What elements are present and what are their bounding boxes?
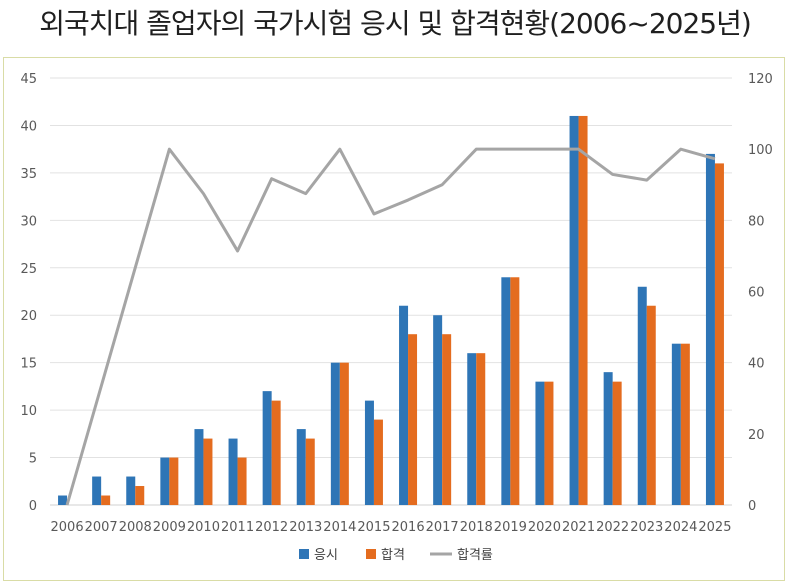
legend-label: 합격률 bbox=[457, 548, 493, 563]
bar-응시-2016 bbox=[399, 305, 409, 505]
bar-합격-2007 bbox=[101, 495, 111, 505]
bar-응시-2006 bbox=[58, 495, 68, 505]
bar-합격-2012 bbox=[271, 400, 281, 505]
bar-응시-2011 bbox=[228, 438, 238, 505]
x-tick-label: 2011 bbox=[221, 520, 254, 535]
y-right-tick-label: 80 bbox=[748, 214, 765, 229]
y-right-tick-label: 20 bbox=[748, 428, 765, 443]
y-right-tick-label: 100 bbox=[748, 143, 773, 158]
bar-응시-2020 bbox=[535, 381, 545, 505]
x-tick-label: 2016 bbox=[392, 520, 425, 535]
x-tick-label: 2012 bbox=[255, 520, 288, 535]
bar-합격-2014 bbox=[339, 362, 349, 505]
bar-응시-2023 bbox=[637, 286, 647, 505]
bar-합격-2021 bbox=[578, 115, 588, 505]
bar-합격-2010 bbox=[203, 438, 213, 505]
x-tick-label: 2008 bbox=[119, 520, 152, 535]
x-tick-label: 2013 bbox=[289, 520, 322, 535]
x-tick-label: 2010 bbox=[187, 520, 220, 535]
x-tick-label: 2017 bbox=[426, 520, 459, 535]
bar-합격-2024 bbox=[680, 343, 690, 505]
x-tick-label: 2023 bbox=[630, 520, 663, 535]
bar-응시-2013 bbox=[296, 429, 306, 505]
bar-응시-2017 bbox=[433, 315, 443, 505]
x-tick-label: 2020 bbox=[528, 520, 561, 535]
bar-합격-2011 bbox=[237, 457, 247, 505]
bar-응시-2012 bbox=[262, 391, 272, 505]
bar-응시-2025 bbox=[705, 153, 715, 505]
bar-합격-2017 bbox=[442, 334, 452, 505]
y-left-tick-label: 15 bbox=[20, 357, 37, 372]
y-left-tick-label: 0 bbox=[29, 499, 37, 514]
bar-합격-2009 bbox=[169, 457, 179, 505]
x-tick-label: 2021 bbox=[562, 520, 595, 535]
bar-합격-2008 bbox=[135, 486, 145, 505]
bar-응시-2018 bbox=[467, 353, 477, 505]
bar-응시-2019 bbox=[501, 277, 511, 505]
bar-응시-2007 bbox=[92, 476, 102, 505]
x-tick-label: 2009 bbox=[153, 520, 186, 535]
legend-swatch-응시 bbox=[299, 549, 309, 559]
bar-응시-2014 bbox=[330, 362, 340, 505]
bar-응시-2022 bbox=[603, 372, 613, 505]
bar-합격-2013 bbox=[305, 438, 315, 505]
line-합격률 bbox=[65, 147, 716, 506]
bar-합격-2022 bbox=[612, 381, 622, 505]
legend-label: 응시 bbox=[314, 548, 338, 563]
y-left-tick-label: 10 bbox=[20, 404, 37, 419]
x-tick-label: 2019 bbox=[494, 520, 527, 535]
y-right-tick-label: 120 bbox=[748, 72, 773, 87]
x-tick-label: 2007 bbox=[85, 520, 118, 535]
y-left-tick-label: 40 bbox=[20, 119, 37, 134]
x-tick-label: 2024 bbox=[664, 520, 697, 535]
bar-합격-2019 bbox=[510, 277, 520, 505]
legend-swatch-합격 bbox=[366, 549, 376, 559]
y-left-tick-label: 45 bbox=[20, 72, 37, 87]
y-left-tick-label: 20 bbox=[20, 309, 37, 324]
bar-응시-2015 bbox=[364, 400, 374, 505]
y-right-tick-label: 60 bbox=[748, 286, 765, 301]
y-right-tick-label: 0 bbox=[748, 499, 756, 514]
x-tick-label: 2025 bbox=[698, 520, 731, 535]
bar-응시-2010 bbox=[194, 429, 204, 505]
y-left-tick-label: 30 bbox=[20, 214, 37, 229]
bar-합격-2023 bbox=[646, 305, 656, 505]
y-left-tick-label: 25 bbox=[20, 262, 37, 277]
y-left-tick-label: 35 bbox=[20, 167, 37, 182]
x-tick-label: 2006 bbox=[51, 520, 84, 535]
bar-응시-2024 bbox=[671, 343, 681, 505]
bar-응시-2009 bbox=[160, 457, 170, 505]
x-tick-label: 2015 bbox=[357, 520, 390, 535]
bar-합격-2015 bbox=[373, 419, 383, 505]
x-tick-label: 2014 bbox=[323, 520, 356, 535]
bar-응시-2008 bbox=[126, 476, 136, 505]
x-tick-label: 2018 bbox=[460, 520, 493, 535]
bar-합격-2016 bbox=[408, 334, 418, 505]
legend-label: 합격 bbox=[381, 548, 405, 563]
bar-응시-2021 bbox=[569, 115, 579, 505]
chart-title: 외국치대 졸업자의 국가시험 응시 및 합격현황(2006~2025년) bbox=[39, 7, 752, 40]
y-right-tick-label: 40 bbox=[748, 357, 765, 372]
y-left-tick-label: 5 bbox=[29, 452, 37, 467]
bar-합격-2018 bbox=[476, 353, 486, 505]
bar-합격-2020 bbox=[544, 381, 554, 505]
x-tick-label: 2022 bbox=[596, 520, 629, 535]
bar-합격-2025 bbox=[714, 163, 724, 505]
